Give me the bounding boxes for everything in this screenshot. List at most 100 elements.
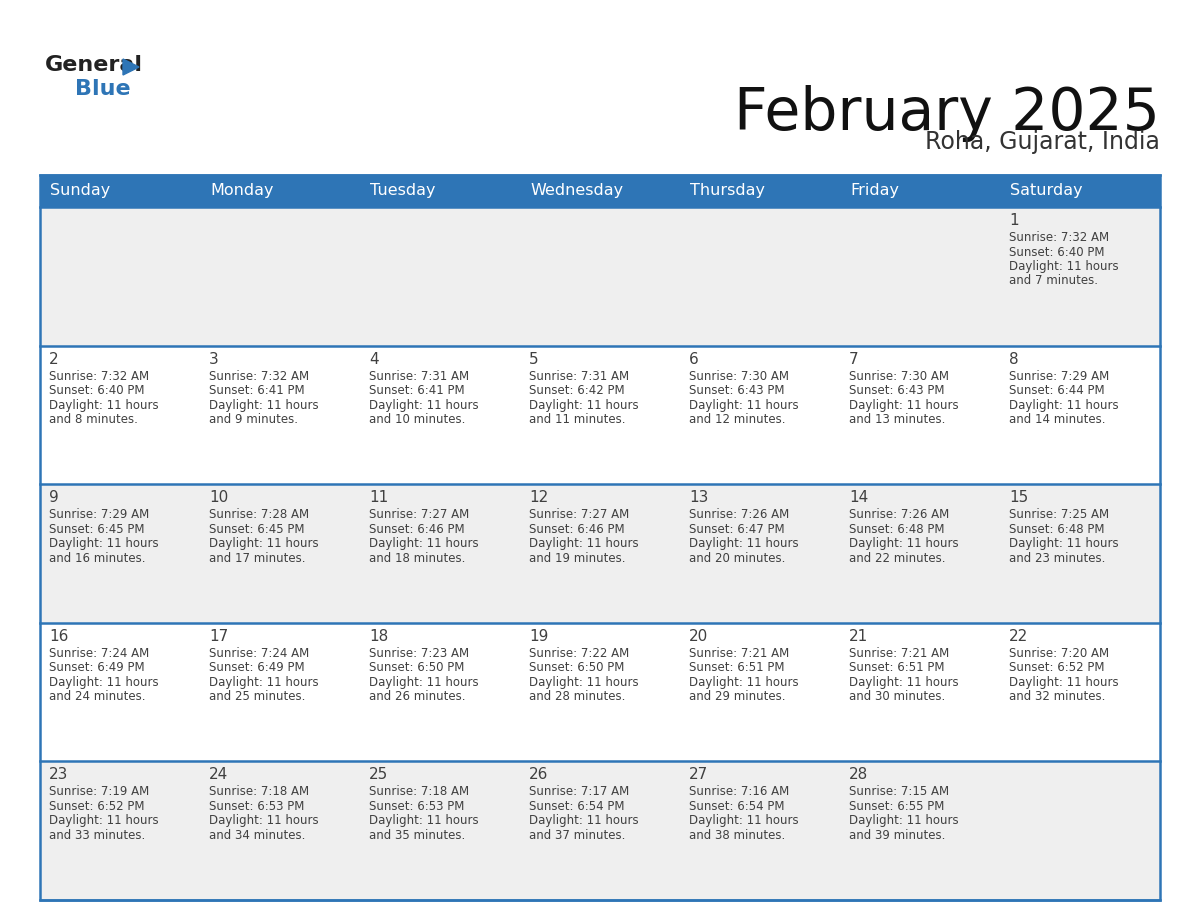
Text: Sunset: 6:53 PM: Sunset: 6:53 PM: [209, 800, 304, 813]
Bar: [1000, 622, 1159, 761]
Text: Daylight: 11 hours: Daylight: 11 hours: [529, 814, 639, 827]
Text: Sunset: 6:50 PM: Sunset: 6:50 PM: [369, 661, 465, 675]
Bar: [840, 207, 1000, 345]
Bar: [40, 345, 200, 484]
Text: 25: 25: [369, 767, 388, 782]
Text: Sunset: 6:48 PM: Sunset: 6:48 PM: [849, 522, 944, 536]
Bar: [680, 761, 840, 900]
Text: and 17 minutes.: and 17 minutes.: [209, 552, 305, 565]
Bar: [520, 345, 680, 484]
Text: Daylight: 11 hours: Daylight: 11 hours: [209, 398, 318, 411]
Text: Daylight: 11 hours: Daylight: 11 hours: [209, 814, 318, 827]
Text: 6: 6: [689, 352, 699, 366]
Bar: [360, 345, 520, 484]
Text: and 24 minutes.: and 24 minutes.: [49, 690, 145, 703]
Text: Wednesday: Wednesday: [530, 184, 624, 198]
Bar: [40, 175, 1159, 207]
Text: and 38 minutes.: and 38 minutes.: [689, 829, 785, 842]
Text: Sunset: 6:55 PM: Sunset: 6:55 PM: [849, 800, 944, 813]
Text: Daylight: 11 hours: Daylight: 11 hours: [849, 398, 959, 411]
Text: Sunset: 6:42 PM: Sunset: 6:42 PM: [529, 384, 625, 397]
Text: Roha, Gujarat, India: Roha, Gujarat, India: [925, 130, 1159, 154]
Text: Sunrise: 7:32 AM: Sunrise: 7:32 AM: [1009, 231, 1110, 244]
Bar: [680, 484, 840, 622]
Text: and 14 minutes.: and 14 minutes.: [1009, 413, 1106, 426]
Bar: [1000, 484, 1159, 622]
Text: Sunset: 6:43 PM: Sunset: 6:43 PM: [849, 384, 944, 397]
Text: 4: 4: [369, 352, 379, 366]
Text: Daylight: 11 hours: Daylight: 11 hours: [689, 537, 798, 550]
Text: 27: 27: [689, 767, 708, 782]
Text: and 25 minutes.: and 25 minutes.: [209, 690, 305, 703]
Text: Sunset: 6:49 PM: Sunset: 6:49 PM: [49, 661, 145, 675]
Text: Daylight: 11 hours: Daylight: 11 hours: [1009, 398, 1119, 411]
Text: and 12 minutes.: and 12 minutes.: [689, 413, 785, 426]
Text: Daylight: 11 hours: Daylight: 11 hours: [49, 814, 159, 827]
Text: Sunrise: 7:16 AM: Sunrise: 7:16 AM: [689, 786, 789, 799]
Text: Sunrise: 7:24 AM: Sunrise: 7:24 AM: [49, 647, 150, 660]
Text: Daylight: 11 hours: Daylight: 11 hours: [49, 676, 159, 688]
Text: 23: 23: [49, 767, 69, 782]
Text: Sunrise: 7:31 AM: Sunrise: 7:31 AM: [369, 370, 469, 383]
Text: Monday: Monday: [210, 184, 273, 198]
Text: 24: 24: [209, 767, 228, 782]
Text: 5: 5: [529, 352, 538, 366]
Text: Sunrise: 7:15 AM: Sunrise: 7:15 AM: [849, 786, 949, 799]
Text: Daylight: 11 hours: Daylight: 11 hours: [369, 398, 479, 411]
Text: Sunset: 6:44 PM: Sunset: 6:44 PM: [1009, 384, 1105, 397]
Text: Sunset: 6:51 PM: Sunset: 6:51 PM: [849, 661, 944, 675]
Text: Sunrise: 7:22 AM: Sunrise: 7:22 AM: [529, 647, 630, 660]
Text: Daylight: 11 hours: Daylight: 11 hours: [529, 398, 639, 411]
Bar: [40, 761, 200, 900]
Text: 14: 14: [849, 490, 868, 505]
Polygon shape: [124, 59, 139, 75]
Bar: [520, 622, 680, 761]
Text: and 23 minutes.: and 23 minutes.: [1009, 552, 1105, 565]
Text: Sunrise: 7:23 AM: Sunrise: 7:23 AM: [369, 647, 469, 660]
Text: Sunset: 6:49 PM: Sunset: 6:49 PM: [209, 661, 304, 675]
Text: Sunset: 6:45 PM: Sunset: 6:45 PM: [49, 522, 145, 536]
Bar: [680, 207, 840, 345]
Text: 15: 15: [1009, 490, 1029, 505]
Text: Sunrise: 7:19 AM: Sunrise: 7:19 AM: [49, 786, 150, 799]
Text: 26: 26: [529, 767, 549, 782]
Bar: [200, 484, 360, 622]
Text: and 20 minutes.: and 20 minutes.: [689, 552, 785, 565]
Text: Sunrise: 7:17 AM: Sunrise: 7:17 AM: [529, 786, 630, 799]
Text: Sunrise: 7:27 AM: Sunrise: 7:27 AM: [369, 509, 469, 521]
Text: 3: 3: [209, 352, 219, 366]
Text: Daylight: 11 hours: Daylight: 11 hours: [49, 537, 159, 550]
Text: 13: 13: [689, 490, 708, 505]
Bar: [680, 622, 840, 761]
Text: and 7 minutes.: and 7 minutes.: [1009, 274, 1098, 287]
Text: Sunset: 6:41 PM: Sunset: 6:41 PM: [209, 384, 304, 397]
Text: Daylight: 11 hours: Daylight: 11 hours: [1009, 260, 1119, 273]
Text: Daylight: 11 hours: Daylight: 11 hours: [849, 814, 959, 827]
Text: and 33 minutes.: and 33 minutes.: [49, 829, 145, 842]
Text: Thursday: Thursday: [690, 184, 765, 198]
Text: 16: 16: [49, 629, 69, 644]
Text: Daylight: 11 hours: Daylight: 11 hours: [689, 398, 798, 411]
Text: 2: 2: [49, 352, 58, 366]
Bar: [1000, 761, 1159, 900]
Bar: [840, 761, 1000, 900]
Text: Sunrise: 7:29 AM: Sunrise: 7:29 AM: [1009, 370, 1110, 383]
Text: Sunrise: 7:26 AM: Sunrise: 7:26 AM: [689, 509, 789, 521]
Text: Daylight: 11 hours: Daylight: 11 hours: [1009, 537, 1119, 550]
Text: Sunrise: 7:30 AM: Sunrise: 7:30 AM: [689, 370, 789, 383]
Text: Daylight: 11 hours: Daylight: 11 hours: [209, 537, 318, 550]
Text: Daylight: 11 hours: Daylight: 11 hours: [49, 398, 159, 411]
Text: Sunrise: 7:21 AM: Sunrise: 7:21 AM: [689, 647, 789, 660]
Text: Daylight: 11 hours: Daylight: 11 hours: [209, 676, 318, 688]
Text: 11: 11: [369, 490, 388, 505]
Text: Sunrise: 7:32 AM: Sunrise: 7:32 AM: [49, 370, 150, 383]
Bar: [520, 484, 680, 622]
Text: Sunset: 6:52 PM: Sunset: 6:52 PM: [1009, 661, 1105, 675]
Text: and 32 minutes.: and 32 minutes.: [1009, 690, 1105, 703]
Text: Sunset: 6:45 PM: Sunset: 6:45 PM: [209, 522, 304, 536]
Text: 10: 10: [209, 490, 228, 505]
Text: and 13 minutes.: and 13 minutes.: [849, 413, 946, 426]
Bar: [200, 761, 360, 900]
Text: Sunset: 6:51 PM: Sunset: 6:51 PM: [689, 661, 784, 675]
Text: Daylight: 11 hours: Daylight: 11 hours: [689, 814, 798, 827]
